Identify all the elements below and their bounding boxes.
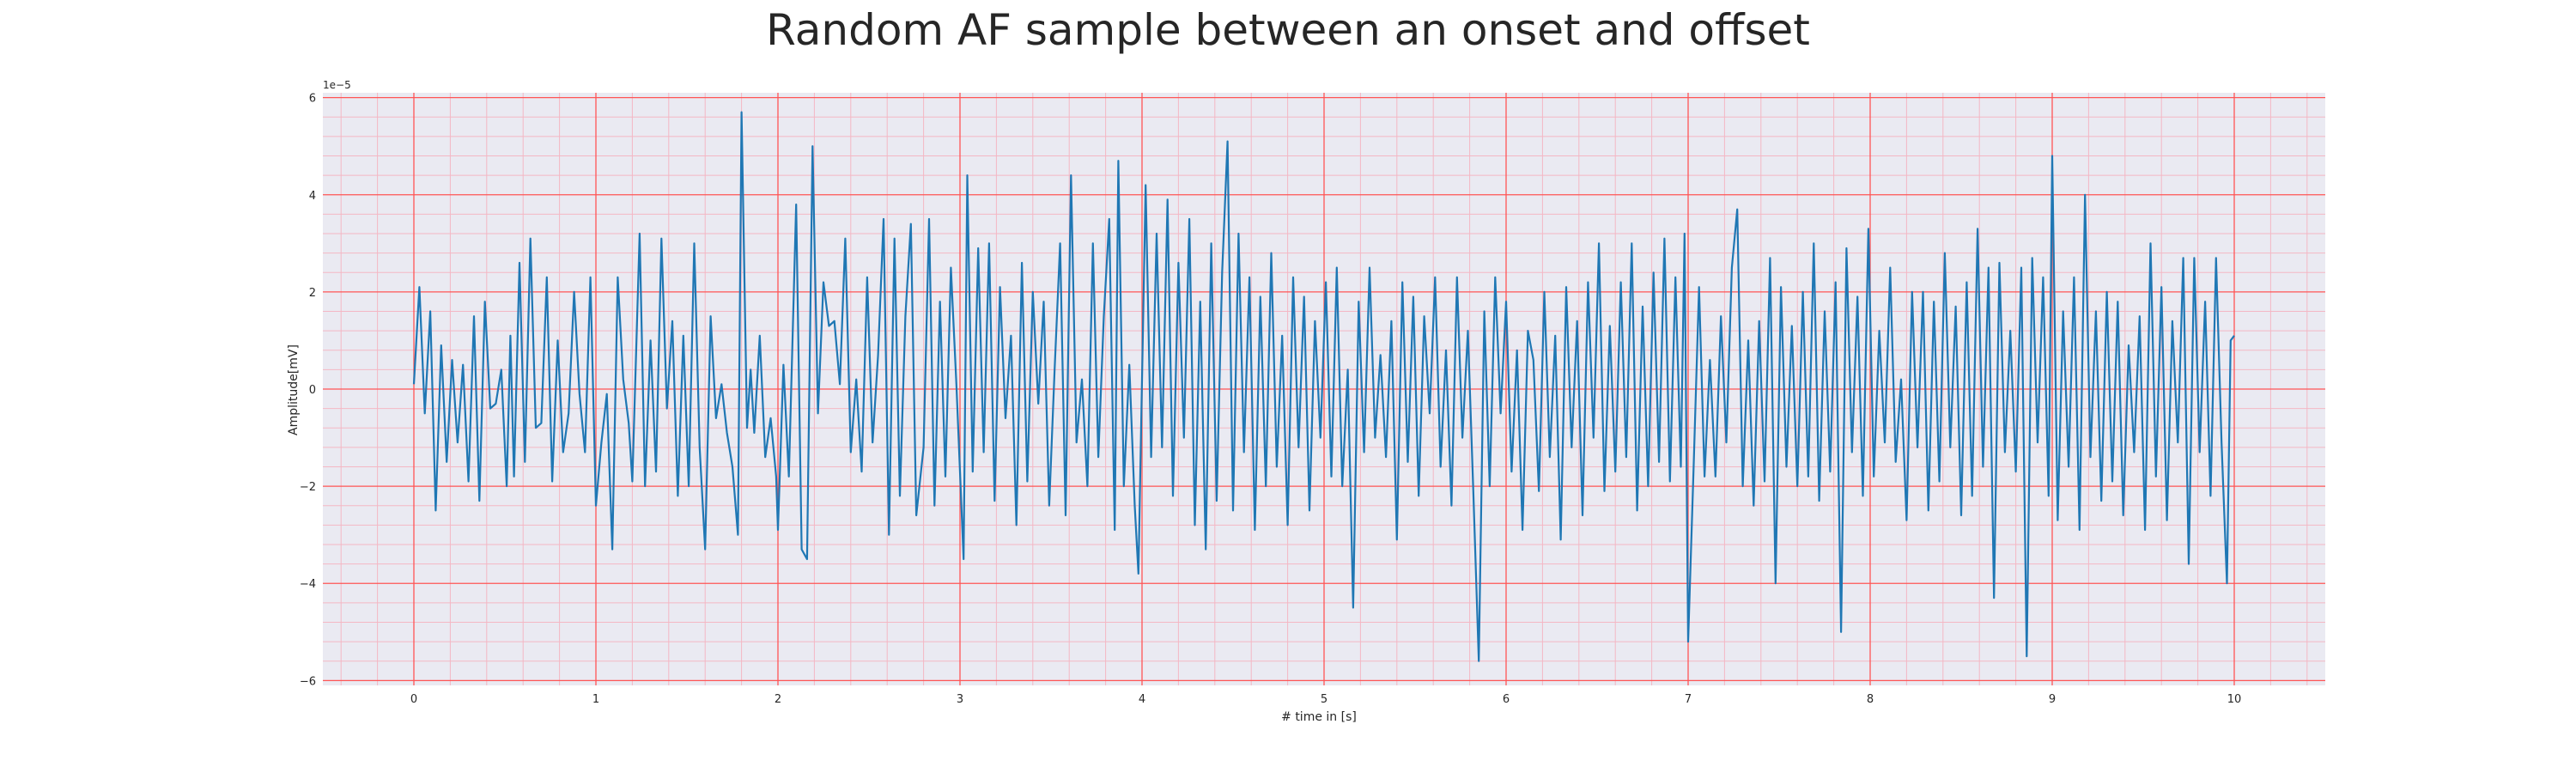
y-axis-label: Amplitude[mV] bbox=[287, 344, 301, 435]
y-tick-label: 0 bbox=[309, 384, 316, 397]
x-tick-labels: 0 1 2 3 4 5 6 7 8 9 10 bbox=[410, 693, 2241, 706]
y-tick-label: 4 bbox=[309, 190, 316, 203]
x-axis-label: # time in [s] bbox=[1281, 710, 1357, 724]
x-tick-label: 10 bbox=[2227, 693, 2242, 706]
y-tick-label: 2 bbox=[309, 287, 316, 300]
x-tick-label: 5 bbox=[1321, 693, 1327, 706]
x-tick-label: 0 bbox=[410, 693, 417, 706]
x-tick-label: 7 bbox=[1685, 693, 1692, 706]
y-scale-label: 1e−5 bbox=[323, 79, 351, 91]
x-tick-label: 1 bbox=[592, 693, 599, 706]
x-tick-label: 9 bbox=[2049, 693, 2056, 706]
x-tick-label: 6 bbox=[1503, 693, 1510, 706]
x-tick-label: 2 bbox=[775, 693, 781, 706]
y-tick-label: −2 bbox=[300, 481, 316, 494]
series-line bbox=[412, 111, 2235, 662]
y-tick-label: −4 bbox=[300, 578, 316, 591]
y-tick-labels: −6 −4 −2 0 2 4 6 bbox=[300, 93, 316, 689]
x-tick-label: 4 bbox=[1139, 693, 1145, 706]
x-tick-label: 8 bbox=[1867, 693, 1874, 706]
chart-title: Random AF sample between an onset and of… bbox=[766, 5, 1810, 55]
y-tick-label: −6 bbox=[300, 675, 316, 688]
y-tick-label: 6 bbox=[309, 93, 316, 106]
x-tick-label: 3 bbox=[957, 693, 963, 706]
major-grid bbox=[323, 93, 2325, 685]
